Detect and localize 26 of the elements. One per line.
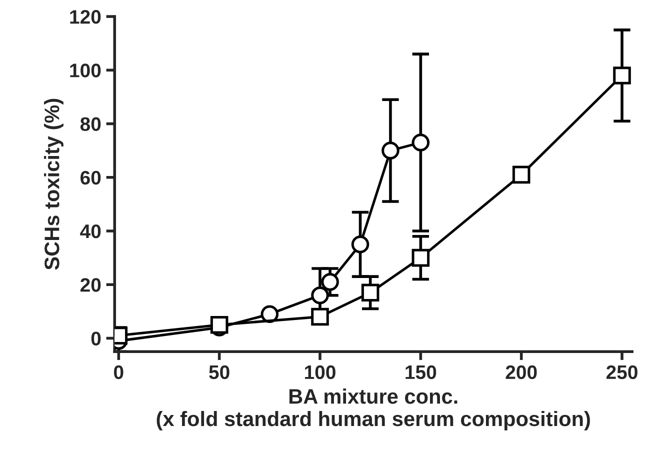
y-tick-label: 60 [80,170,101,185]
point [412,134,430,152]
point [361,284,380,302]
y-tick-label: 120 [70,10,101,24]
x-tick-label: 0 [114,365,124,380]
point [613,66,631,84]
y-axis-title: SCHs toxicity (%) [44,98,64,270]
x-tick-label: 100 [305,365,336,380]
point [311,286,329,304]
y-tick-label: 80 [80,117,101,131]
y-tick-label: 40 [80,224,101,238]
point [210,316,228,334]
y-tick-label: 20 [80,278,101,292]
y-tick-label: 0 [91,332,101,346]
point [351,236,370,254]
x-tick-label: 250 [606,365,638,380]
point [382,142,400,160]
x-tick-label: 150 [406,365,436,380]
point [321,273,339,291]
point [311,308,329,326]
y-tick-label: 100 [70,64,101,78]
x-tick-label: 200 [506,365,537,380]
x-axis-title: BA mixture conc. (x fold standard human serum composition) [156,388,590,430]
point [412,248,430,267]
x-tick-label: 50 [209,365,230,380]
point [512,166,530,184]
